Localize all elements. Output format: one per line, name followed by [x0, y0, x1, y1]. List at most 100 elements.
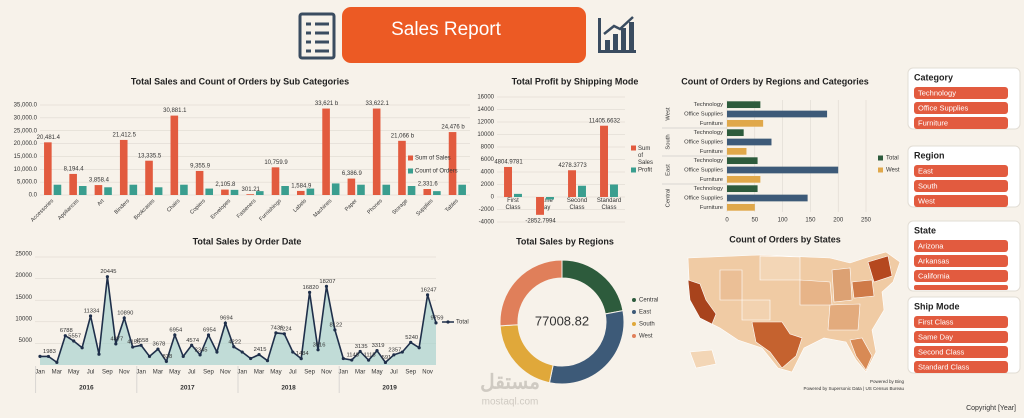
data-label: -2852.7994 [525, 218, 556, 224]
area [40, 276, 436, 365]
slicer-item-bg[interactable] [914, 255, 1008, 267]
data-label: 21,412.5 [113, 133, 137, 139]
slicer-item[interactable]: South [918, 181, 938, 190]
x-tick-label: Chairs [166, 198, 182, 214]
y-tick-label: Technology [694, 158, 723, 164]
x-tick-label: Jul [87, 370, 95, 376]
bar [727, 147, 747, 155]
legend-label: West [639, 334, 653, 340]
legend-swatch [631, 145, 636, 151]
slicer-item[interactable]: Arizona [918, 241, 944, 250]
bar [129, 184, 138, 195]
bar [256, 191, 264, 195]
point [215, 350, 219, 354]
slicer-item[interactable]: Same Day [918, 332, 953, 341]
slicer-item-bg[interactable] [914, 195, 1008, 207]
y-tick-label: Office Supplies [684, 168, 723, 174]
bar [727, 194, 808, 202]
x-tick-label: Mar [254, 370, 264, 376]
bar [94, 185, 103, 195]
x-tick-label: Binders [114, 198, 132, 216]
bar [578, 185, 586, 197]
slicer-item-bg[interactable] [914, 285, 1008, 290]
slicer-item-bg[interactable] [914, 117, 1008, 129]
slicer-item-bg[interactable] [914, 346, 1008, 358]
legend-label: Sum of Sales [638, 146, 653, 166]
point [282, 332, 286, 336]
y-tick-label: 5,000.0 [17, 180, 38, 186]
slicer-item[interactable]: East [918, 166, 934, 175]
bar [53, 184, 62, 195]
slicer-item[interactable]: Arkansas [918, 256, 950, 265]
point [198, 353, 202, 357]
y-tick-label: 0.0 [29, 193, 38, 199]
data-label: 9759 [431, 315, 444, 321]
y-tick-label: Furniture [700, 121, 723, 127]
x-tick-label: Art [96, 198, 106, 208]
x-tick-label: May [270, 370, 281, 376]
point [232, 345, 236, 349]
data-label: 3516 [313, 342, 326, 348]
data-label: 4222 [228, 339, 241, 345]
year-label: 2017 [180, 385, 195, 392]
slicer-item[interactable]: Furniture [918, 118, 948, 127]
bar [221, 189, 229, 195]
slicer-item-bg[interactable] [914, 331, 1008, 343]
bar [271, 167, 280, 195]
data-label: 2,105.8 [215, 182, 236, 188]
slicer-item[interactable]: California [918, 271, 951, 280]
x-tick-label: Jan [338, 370, 348, 376]
data-label: 3,858.4 [89, 178, 110, 184]
point [240, 350, 244, 354]
watermark: مستقل [480, 371, 540, 393]
point [139, 343, 143, 347]
data-label: 1,584.9 [291, 184, 312, 190]
slicer-item[interactable]: Office Supplies [918, 103, 969, 112]
bar [423, 189, 432, 195]
point [249, 356, 253, 361]
slicer-item-bg[interactable] [914, 361, 1008, 373]
slicer-item[interactable]: Second Class [918, 347, 965, 356]
year-label: 2018 [281, 385, 296, 392]
y-tick-label: 15000 [15, 295, 32, 301]
slicer-item[interactable]: First Class [918, 317, 954, 326]
map-note: Powered by Supersonic Data | US Census B… [804, 386, 905, 391]
point [257, 352, 261, 357]
legend-swatch [631, 167, 636, 173]
bar [536, 197, 544, 215]
x-tick-label: Accessories [30, 198, 55, 223]
data-label: 30,881.1 [163, 108, 187, 114]
bar [119, 139, 128, 195]
bar [568, 170, 576, 197]
data-label: 16820 [303, 285, 319, 291]
point [38, 354, 42, 358]
chart-title: Count of Orders by States [729, 234, 841, 244]
slicer-item-bg[interactable] [914, 87, 1008, 99]
x-tick-label: Labels [292, 198, 308, 214]
x-tick-label: Jan [237, 370, 247, 376]
x-tick-label: Nov [321, 370, 332, 376]
data-label: 1148 [347, 353, 359, 359]
point [223, 321, 227, 325]
legend-label: Sum of Sales [415, 156, 451, 162]
legend-swatch [408, 155, 413, 161]
legend-label: Count of Orders [415, 169, 458, 175]
slicer-item[interactable]: Technology [918, 88, 956, 97]
slicer-item-bg[interactable] [914, 180, 1008, 192]
point [425, 293, 430, 297]
slicer-title: Category [914, 72, 953, 82]
chart-title: Count of Orders by Regions and Categorie… [681, 76, 869, 86]
slicer-item-bg[interactable] [914, 316, 1008, 328]
x-tick-label: Nov [119, 370, 130, 376]
slicer-item-bg[interactable] [914, 165, 1008, 177]
point [122, 316, 126, 320]
x-tick-label: Appliances [57, 198, 80, 221]
slicer-item[interactable]: West [918, 196, 936, 205]
slicer-item[interactable]: Standard Class [918, 362, 970, 371]
bar [281, 186, 289, 195]
slicer-item-bg[interactable] [914, 102, 1008, 114]
point [156, 347, 160, 351]
slicer-item-bg[interactable] [914, 240, 1008, 252]
slicer-item-bg[interactable] [914, 270, 1008, 282]
